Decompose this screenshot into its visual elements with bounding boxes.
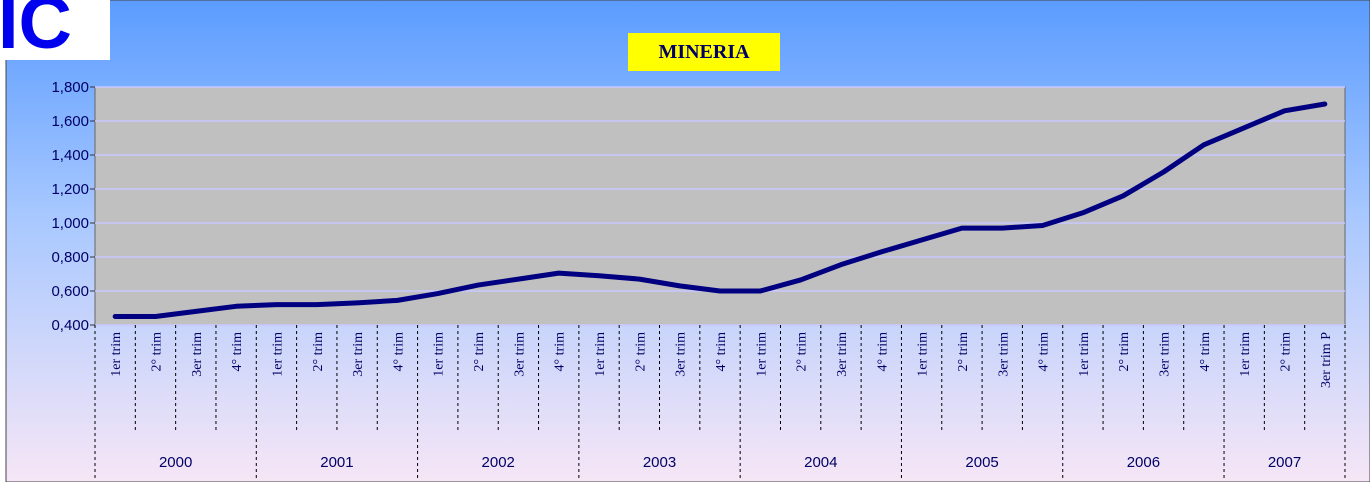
plot-area [94, 86, 1346, 326]
y-tick-label: 1,800 [51, 79, 89, 96]
y-tick-label: 0,600 [51, 283, 89, 300]
y-tick-label: 1,600 [51, 113, 89, 130]
group-label: 2000 [159, 454, 192, 471]
x-tick-label: 2° trim [149, 332, 164, 372]
x-tick-label: 1er trim [593, 332, 608, 377]
title-box [628, 33, 780, 71]
x-tick-label: 2° trim [795, 332, 810, 372]
x-tick-label: 1er trim [109, 332, 124, 377]
x-tick-label: 4° trim [1198, 332, 1213, 372]
y-tick-label: 1,200 [51, 181, 89, 198]
x-tick-label: 2° trim [1117, 332, 1132, 372]
x-tick-label: 4° trim [553, 332, 568, 372]
x-tick-label: 4° trim [230, 332, 245, 372]
x-tick-label: 1er trim [432, 332, 447, 377]
x-tick-label: 2° trim [633, 332, 648, 372]
x-tick-label: 3er trim [1158, 332, 1173, 377]
x-tick-label: 3er trim [674, 332, 689, 377]
group-label: 2006 [1127, 454, 1160, 471]
logo: IC [0, 0, 72, 64]
x-tick-label: 1er trim [270, 332, 285, 377]
x-tick-label: 2° trim [956, 332, 971, 372]
group-label: 2002 [482, 454, 515, 471]
x-tick-label: 4° trim [875, 332, 890, 372]
group-label: 2005 [965, 454, 998, 471]
logo-bg [0, 0, 110, 60]
x-tick-label: 1er trim [1077, 332, 1092, 377]
x-tick-label: 1er trim [754, 332, 769, 377]
x-tick-label: 4° trim [1037, 332, 1052, 372]
group-label: 2001 [320, 454, 353, 471]
x-tick-label: 4° trim [391, 332, 406, 372]
y-tick-label: 0,400 [51, 317, 89, 334]
x-tick-label: 3er trim [190, 332, 205, 377]
series-line [112, 101, 1328, 319]
x-tick-label: 2° trim [311, 332, 326, 372]
y-tick-label: 1,000 [51, 215, 89, 232]
x-tick-label: 2° trim [1279, 332, 1294, 372]
group-label: 2007 [1268, 454, 1301, 471]
y-tick-label: 0,800 [51, 249, 89, 266]
x-tick-label: 3er trim [996, 332, 1011, 377]
x-tick-label: 1er trim [1238, 332, 1253, 377]
group-label: 2003 [643, 454, 676, 471]
x-tick-label: 3er trim [351, 332, 366, 377]
x-tick-label: 2° trim [472, 332, 487, 372]
chart-title: MINERIA [658, 41, 750, 63]
x-tick-label: 3er trim [835, 332, 850, 377]
y-tick-label: 1,400 [51, 147, 89, 164]
group-label: 2004 [804, 454, 837, 471]
x-tick-label: 4° trim [714, 332, 729, 372]
x-tick-label: 3er trim P [1319, 332, 1334, 388]
x-tick-label: 3er trim [512, 332, 527, 377]
x-tick-label: 1er trim [916, 332, 931, 377]
